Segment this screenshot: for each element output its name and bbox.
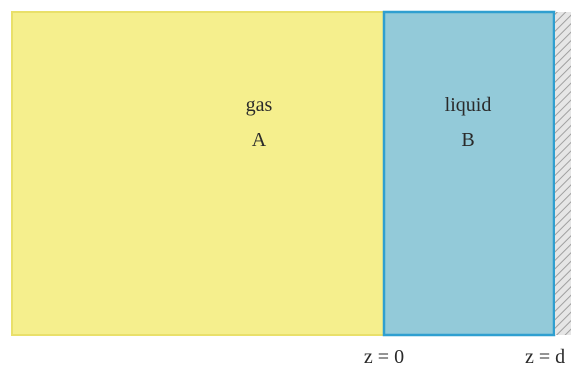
gas-species-label: A xyxy=(252,129,267,151)
gas-region xyxy=(11,11,385,336)
liquid-species-label: B xyxy=(461,129,474,151)
wall-position-label: z = d xyxy=(525,346,565,367)
interface-position-label: z = 0 xyxy=(364,346,404,367)
gas-label: gas xyxy=(246,94,273,116)
wall-hatch xyxy=(555,12,571,335)
liquid-label: liquid xyxy=(445,94,492,116)
liquid-region xyxy=(382,10,556,337)
